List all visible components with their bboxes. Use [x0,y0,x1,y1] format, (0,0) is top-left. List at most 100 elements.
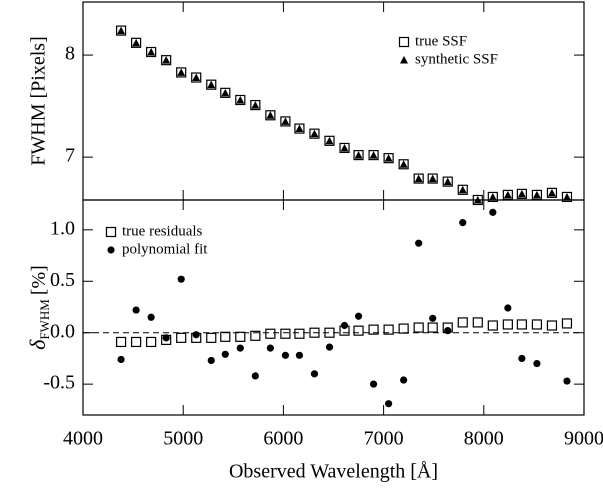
square-marker [442,176,453,187]
triangle-marker [236,95,245,104]
triangle-marker [354,151,363,159]
square-marker [115,336,127,348]
square-marker [131,37,142,48]
square-marker [161,55,172,66]
square-marker [324,327,335,338]
dot-marker [518,354,526,363]
triangle-marker [414,174,423,183]
square-marker [280,116,291,127]
dot-marker [369,380,378,388]
triangle-marker [547,188,556,197]
square-marker [457,184,468,195]
triangle-marker [443,177,452,186]
square-marker [294,123,305,134]
dot-marker [117,355,125,364]
y-axis-label: FWHM [Pixels] [28,36,50,165]
square-marker [294,328,305,339]
square-marker [280,328,291,339]
square-marker [324,135,335,146]
triangle-marker [488,192,497,201]
square-marker [368,149,379,161]
square-marker [191,72,202,83]
y-tick-label: -0.5 [43,372,75,394]
square-marker [516,319,527,330]
square-marker [546,187,558,198]
y-axis-label-sub: FWHM [37,299,52,340]
square-marker [502,319,513,330]
triangle-marker [295,124,304,133]
triangle-marker [266,111,275,119]
legend-label: true SSF [415,33,467,49]
dot-marker [236,344,244,352]
dot-marker [147,313,155,321]
dot-marker [504,304,512,312]
square-marker [427,322,438,333]
dot-marker [251,372,259,380]
square-marker [472,317,483,328]
y-axis-label-unit: [%] [28,265,50,295]
square-marker [398,159,409,170]
triangle-marker [400,56,408,64]
triangle-marker [503,190,512,199]
triangle-marker [251,101,260,109]
square-marker [502,189,513,200]
square-marker [368,324,379,335]
square-marker [146,336,157,348]
square-marker [265,110,276,121]
square-marker [398,323,409,334]
square-marker [176,332,187,343]
triangle-marker [369,151,378,159]
square-marker [309,327,320,338]
dot-marker [563,377,571,385]
square-marker [427,173,438,184]
triangle-marker [207,80,216,89]
square-marker [250,330,261,341]
square-marker [235,94,246,106]
square-marker [339,142,350,154]
square-marker [115,25,127,36]
square-marker [105,226,117,238]
dot-marker [107,246,115,254]
square-marker [131,336,142,348]
plot-frame [82,199,585,416]
legend-label: synthetic SSF [415,51,498,67]
square-marker [561,191,573,203]
square-marker [265,328,276,339]
square-marker [206,79,217,90]
y-tick-label: 0.0 [50,320,75,342]
dot-marker [385,400,393,408]
triangle-marker [340,143,349,152]
x-tick-label: 5000 [163,428,203,450]
square-marker [383,153,394,164]
square-marker [235,331,246,342]
triangle-marker [458,185,467,194]
triangle-marker [147,48,156,56]
y-tick-label: 0.5 [50,269,75,291]
x-tick-label: 6000 [263,428,303,450]
square-marker [353,149,364,161]
dot-marker [192,331,200,339]
dot-marker [295,351,304,359]
dot-marker [310,370,319,378]
dot-marker [340,321,349,330]
dot-marker [281,351,290,359]
square-marker [487,320,498,331]
square-marker [516,188,527,199]
triangle-marker [177,68,186,76]
legend-label: true residuals [122,223,203,239]
dot-marker [354,312,363,320]
dot-marker [221,350,229,358]
square-marker [250,99,261,111]
square-marker [176,67,187,78]
y-tick-label: 8 [65,43,75,65]
square-marker [546,320,558,331]
dot-marker [325,343,334,351]
square-marker [146,46,157,58]
square-marker [531,319,543,330]
y-tick-label: 7 [65,145,75,167]
square-marker [487,191,498,203]
dot-marker [162,334,170,342]
plot-frame [82,1,585,201]
square-marker [561,318,573,329]
triangle-marker [310,129,319,138]
